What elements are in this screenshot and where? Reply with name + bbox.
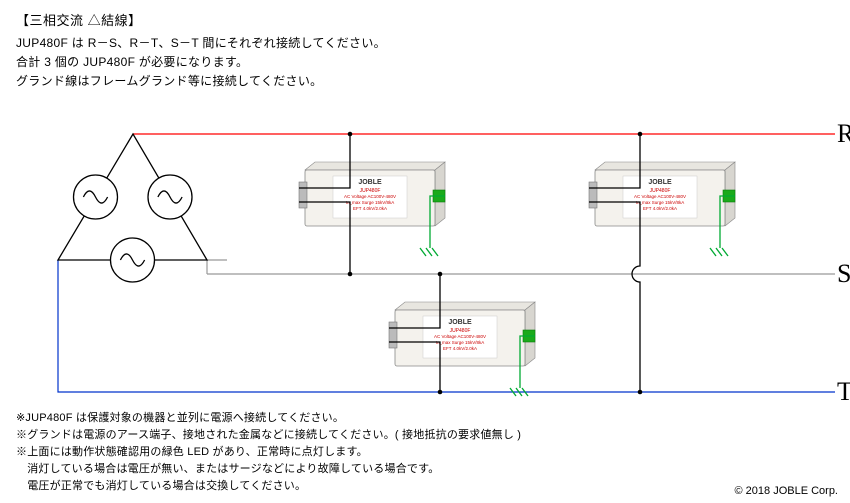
svg-text:JOBLE: JOBLE [358,179,382,186]
svg-text:AC Voltage AC100V-480V: AC Voltage AC100V-480V [344,194,396,199]
svg-text:T: T [837,377,850,406]
svg-text:S: S [837,259,850,288]
svg-text:JOBLE: JOBLE [648,179,672,186]
svg-text:In_max Surge 15kV/8kA: In_max Surge 15kV/8kA [636,200,685,205]
svg-text:In_max Surge 15kV/8kA: In_max Surge 15kV/8kA [346,200,395,205]
svg-text:EFT 4.0kV/2.0kA: EFT 4.0kV/2.0kA [353,206,387,211]
notes-text: ※JUP480F は保護対象の機器と並列に電源へ接続してください。※グランドは電… [16,410,521,495]
copyright: © 2018 JOBLE Corp. [735,485,839,497]
svg-text:In_max Surge 15kV/8kA: In_max Surge 15kV/8kA [436,340,485,345]
svg-text:JOBLE: JOBLE [448,319,472,326]
svg-text:AC Voltage AC100V-480V: AC Voltage AC100V-480V [434,334,486,339]
svg-text:EFT 4.0kV/2.0kA: EFT 4.0kV/2.0kA [443,346,477,351]
svg-text:AC Voltage AC100V-480V: AC Voltage AC100V-480V [634,194,686,199]
svg-text:EFT 4.0kV/2.0kA: EFT 4.0kV/2.0kA [643,206,677,211]
svg-text:R: R [837,119,850,148]
